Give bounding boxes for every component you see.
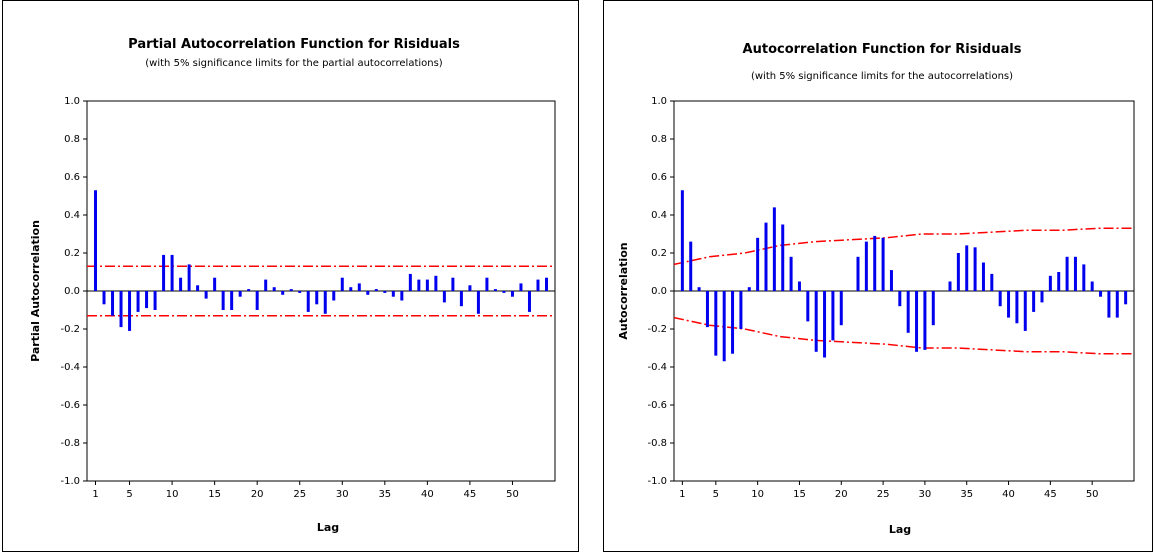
y-tick-label: 0.4 [64,210,80,221]
y-tick-label: 1.0 [651,96,667,107]
y-tick-label: 0.0 [64,286,80,297]
y-tick-label: 0.4 [651,210,667,221]
y-tick-label: 0.6 [651,172,667,183]
y-axis-label: Autocorrelation [617,242,630,339]
y-tick-label: 0.6 [64,172,80,183]
y-tick-label: 0.8 [64,134,80,145]
x-tick-label: 5 [713,489,719,500]
x-tick-label: 30 [336,489,349,500]
x-tick-label: 10 [751,489,764,500]
x-tick-label: 50 [1086,489,1099,500]
y-tick-label: -0.4 [60,362,80,373]
y-tick-label: -1.0 [60,476,80,487]
y-tick-label: -0.6 [647,400,667,411]
x-tick-label: 20 [251,489,264,500]
y-tick-label: -0.4 [647,362,667,373]
pacf-chart-panel: Partial Autocorrelation Function for Ris… [2,0,579,552]
x-tick-label: 45 [1044,489,1057,500]
y-tick-label: 0.8 [651,134,667,145]
x-tick-label: 30 [919,489,932,500]
y-tick-label: -0.8 [647,438,667,449]
y-tick-label: -0.2 [647,324,667,335]
x-tick-label: 15 [793,489,806,500]
y-tick-label: 0.0 [651,286,667,297]
chart-subtitle: (with 5% significance limits for the par… [145,58,443,69]
x-tick-label: 1 [92,489,98,500]
y-tick-label: 0.2 [651,248,667,259]
y-tick-label: 1.0 [64,96,80,107]
x-tick-label: 25 [877,489,890,500]
chart-title: Partial Autocorrelation Function for Ris… [128,37,460,52]
acf-chart-panel: Autocorrelation Function for Risiduals (… [603,0,1153,552]
x-tick-label: 40 [421,489,434,500]
x-axis-label: Lag [317,521,339,534]
x-tick-label: 50 [506,489,519,500]
x-tick-label: 35 [378,489,391,500]
x-tick-label: 10 [166,489,179,500]
x-tick-label: 45 [464,489,477,500]
y-axis-label: Partial Autocorrelation [29,220,42,362]
x-axis-label: Lag [889,523,911,536]
x-tick-label: 20 [835,489,848,500]
y-tick-label: -0.2 [60,324,80,335]
chart-title: Autocorrelation Function for Risiduals [743,42,1022,57]
x-tick-label: 15 [208,489,221,500]
y-tick-label: -1.0 [647,476,667,487]
x-tick-label: 1 [679,489,685,500]
pacf-chart: Partial Autocorrelation Function for Ris… [29,37,556,534]
upper-significance-limit [673,227,1134,266]
x-tick-label: 40 [1002,489,1015,500]
x-tick-label: 25 [293,489,306,500]
y-tick-label: -0.6 [60,400,80,411]
y-tick-label: 0.2 [64,248,80,259]
chart-subtitle: (with 5% significance limits for the aut… [751,71,1013,82]
x-tick-label: 5 [126,489,132,500]
acf-chart: Autocorrelation Function for Risiduals (… [617,42,1135,536]
y-tick-label: -0.8 [60,438,80,449]
x-tick-label: 35 [960,489,973,500]
lower-significance-limit [673,316,1134,355]
